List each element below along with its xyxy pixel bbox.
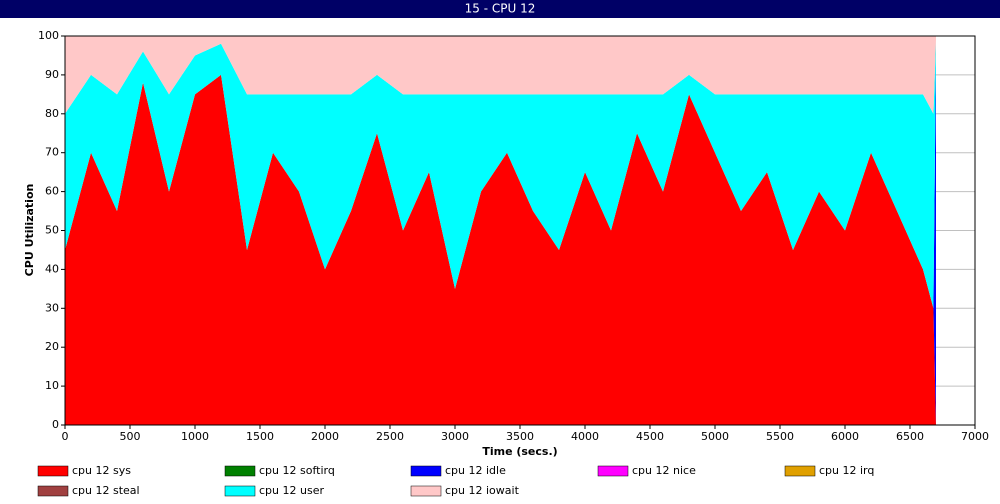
x-tick-label: 1000	[181, 430, 209, 443]
x-tick-label: 2500	[376, 430, 404, 443]
y-tick-label: 100	[38, 29, 59, 42]
legend-label: cpu 12 sys	[72, 464, 131, 477]
y-tick-label: 20	[45, 340, 59, 353]
y-tick-label: 90	[45, 68, 59, 81]
legend-swatch	[410, 465, 442, 477]
legend-swatch	[37, 465, 69, 477]
x-tick-label: 4000	[571, 430, 599, 443]
x-tick-label: 3500	[506, 430, 534, 443]
area	[65, 39, 936, 309]
area	[65, 36, 936, 114]
title-bar	[0, 0, 1000, 18]
y-tick-label: 30	[45, 301, 59, 314]
x-tick-label: 7000	[961, 430, 989, 443]
legend-label: cpu 12 iowait	[445, 484, 520, 497]
legend-swatch	[784, 465, 816, 477]
x-tick-label: 5500	[766, 430, 794, 443]
legend-swatch	[410, 485, 442, 497]
legend-swatch	[224, 485, 256, 497]
x-tick-label: 5000	[701, 430, 729, 443]
x-tick-label: 4500	[636, 430, 664, 443]
legend-swatch	[37, 485, 69, 497]
y-tick-label: 70	[45, 146, 59, 159]
legend-swatch	[597, 465, 629, 477]
x-tick-label: 1500	[246, 430, 274, 443]
legend-label: cpu 12 nice	[632, 464, 696, 477]
y-tick-label: 80	[45, 107, 59, 120]
legend-label: cpu 12 idle	[445, 464, 506, 477]
legend-label: cpu 12 irq	[819, 464, 874, 477]
x-tick-label: 6500	[896, 430, 924, 443]
y-tick-label: 10	[45, 379, 59, 392]
area	[65, 74, 936, 426]
x-axis-label: Time (secs.)	[482, 445, 557, 458]
legend-label: cpu 12 user	[259, 484, 324, 497]
x-tick-label: 3000	[441, 430, 469, 443]
y-axis-label: CPU Utilization	[23, 184, 36, 277]
x-tick-label: 500	[120, 430, 141, 443]
x-tick-label: 6000	[831, 430, 859, 443]
legend-swatch	[224, 465, 256, 477]
legend-label: cpu 12 steal	[72, 484, 140, 497]
x-tick-label: 2000	[311, 430, 339, 443]
y-tick-label: 40	[45, 262, 59, 275]
legend-label: cpu 12 softirq	[259, 464, 335, 477]
x-tick-label: 0	[62, 430, 69, 443]
y-tick-label: 60	[45, 185, 59, 198]
y-tick-label: 50	[45, 224, 59, 237]
y-tick-label: 0	[52, 418, 59, 431]
window-title: 15 - CPU 12	[465, 2, 536, 16]
